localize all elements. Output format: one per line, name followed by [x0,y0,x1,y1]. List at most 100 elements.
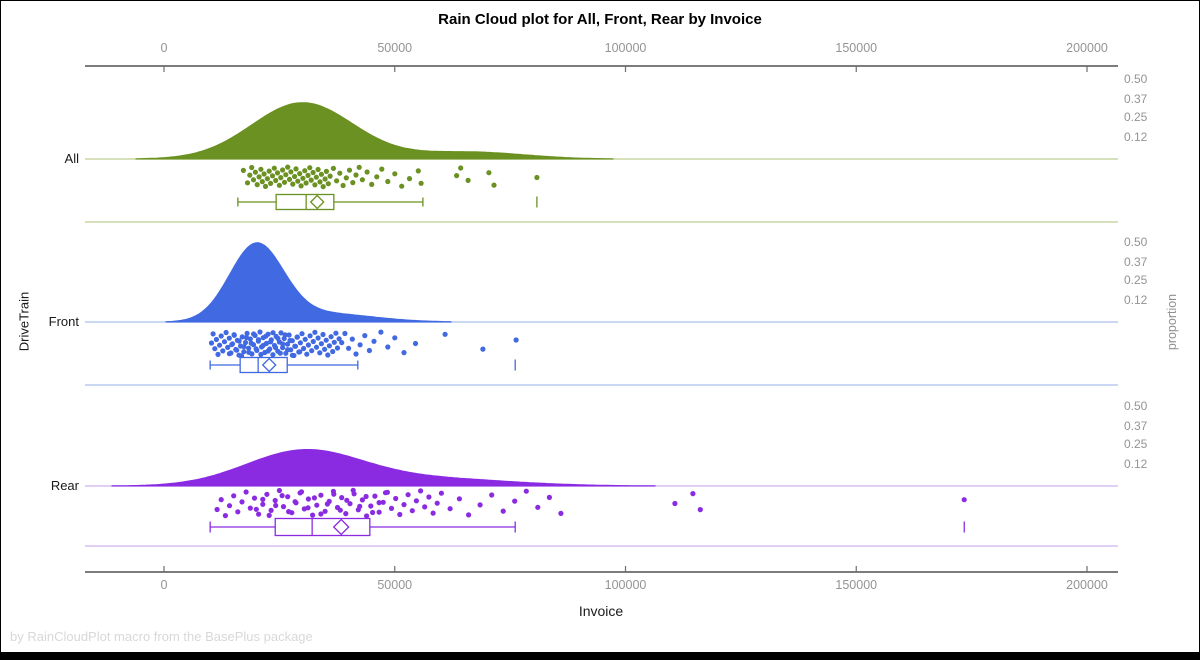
rain-point [275,335,281,341]
x-tick-label-top-3: 150000 [835,41,878,55]
rain-point [305,505,311,511]
proportion-tick-label: 0.12 [1124,456,1148,471]
rain-point [535,504,541,510]
rain-point [372,493,378,499]
rain-point [349,336,355,342]
rain-point [385,344,391,350]
rain-point [297,349,303,355]
rain-point [305,496,311,502]
rain-point [313,174,319,180]
proportion-tick-label: 0.25 [1124,273,1148,288]
rain-point [292,173,298,180]
rain-point [303,180,309,186]
box-plot-rear [209,517,965,537]
rain-point [325,181,331,187]
rain-point [486,170,492,176]
rain-point [208,340,215,346]
rain-point [250,177,257,183]
rain-point [409,508,415,514]
rain-point [239,334,245,340]
rain-point [292,499,298,505]
rain-point [290,181,296,187]
proportion-tick-label: 0.25 [1124,437,1148,452]
rain-point [356,164,362,170]
rain-point [430,510,436,516]
rain-points-front [208,329,519,359]
rain-point [261,171,267,177]
rain-point [298,489,305,495]
rain-point [247,172,253,178]
rain-point [258,351,264,358]
proportion-tick-label: 0.12 [1124,129,1148,144]
rain-point [512,498,518,504]
rain-point [331,339,337,345]
rain-point [418,488,424,494]
rain-point [260,342,266,348]
x-axis-title-invoice: Invoice [578,603,624,619]
rain-point [273,177,279,184]
rain-point [418,180,424,186]
rain-point [491,182,497,188]
rain-point [310,512,316,518]
rain-point [252,169,258,175]
rain-point [318,171,324,177]
rain-point [292,343,298,349]
rain-point [362,333,368,339]
rain-point [328,334,334,340]
rain-point [217,342,223,348]
rain-point [308,177,314,183]
rain-point [401,350,407,356]
rain-point [278,330,284,336]
rain-point [297,171,303,177]
proportion-tick-label: 0.37 [1124,254,1148,269]
rain-point [280,504,287,510]
rain-point [288,169,294,175]
rain-point [241,349,247,355]
rain-point [322,508,328,514]
rain-point [371,338,377,344]
rain-point [364,513,370,519]
rain-point [558,510,564,516]
density-cloud-front [165,242,452,323]
rain-point [262,183,269,189]
x-tick-label-bottom-0: 0 [160,578,168,592]
rain-point [266,168,272,174]
x-tick-label-bottom-1: 50000 [377,578,413,592]
rain-point [393,495,399,502]
rain-point [426,494,432,500]
category-label-front: Front [48,314,79,329]
rain-point [213,336,219,343]
rain-point [307,165,313,171]
rain-point [249,164,255,171]
rain-point [370,509,376,516]
rain-point [309,348,315,354]
mean-diamond [261,357,277,373]
mean-diamond [332,518,350,536]
rain-point [271,165,277,171]
rain-point [258,166,264,172]
rain-point [330,348,336,355]
rain-point [339,340,345,346]
rain-point [318,492,324,498]
rain-point [359,177,365,183]
rain-point [342,330,348,337]
rain-point [294,334,300,340]
rain-point [253,506,259,512]
rain-point [215,351,221,357]
rain-point [268,180,274,186]
density-cloud-all [135,102,614,160]
rain-point [304,351,310,357]
y-axis-title-proportion: proportion [1165,293,1179,351]
rain-point [285,347,291,353]
bottom-black-bar [0,652,1200,660]
rain-point [305,172,311,178]
proportion-tick-label: 0.12 [1124,292,1148,307]
rain-point [235,509,241,515]
rain-point [324,501,330,507]
rain-point [392,171,398,177]
rain-point [364,169,370,175]
rain-point [331,491,337,497]
rain-point [480,346,486,352]
rain-point [298,183,304,189]
rain-point [280,345,286,351]
